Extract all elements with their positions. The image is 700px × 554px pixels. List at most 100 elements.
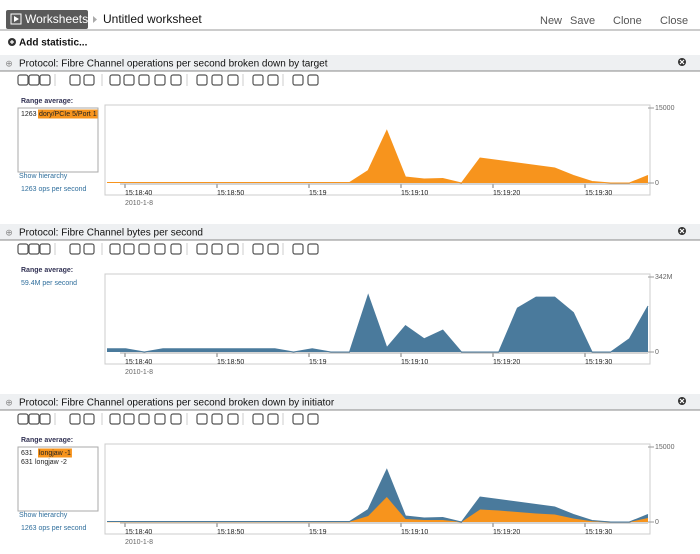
legend-name[interactable]: dory/PCIe 5/Port 1 [39, 111, 97, 118]
tool-icon[interactable] [154, 243, 166, 255]
area-fill [107, 497, 648, 522]
show-hierarchy[interactable]: Show hierarchy [19, 173, 68, 180]
tool-icon[interactable] [307, 413, 319, 425]
tool-icon[interactable] [123, 413, 135, 425]
tool-icon[interactable] [292, 413, 304, 425]
tool-icon[interactable] [138, 74, 150, 86]
tool-icon[interactable] [39, 243, 51, 255]
tool-icon[interactable] [211, 74, 223, 86]
legend-value: 631 [21, 450, 33, 457]
expand-icon[interactable]: ⊕ [5, 58, 13, 68]
tab-label[interactable]: Worksheets [25, 12, 88, 26]
show-hierarchy[interactable]: Show hierarchy [19, 512, 68, 519]
tool-icon[interactable] [196, 74, 208, 86]
tool-icon[interactable] [138, 413, 150, 425]
legend-name[interactable]: longjaw -1 [39, 450, 71, 457]
y-tick-label: 0 [655, 519, 659, 526]
x-date-label: 2010-1-8 [125, 539, 153, 546]
tool-icon[interactable] [154, 74, 166, 86]
worksheets-tab[interactable] [6, 10, 88, 29]
tool-icon[interactable] [69, 243, 81, 255]
panel-header [0, 55, 700, 71]
tool-icon[interactable] [227, 74, 239, 86]
tool-icon[interactable] [83, 74, 95, 86]
range-label: Range average: [21, 98, 73, 105]
tool-icon[interactable] [28, 243, 40, 255]
tool-icon[interactable] [39, 413, 51, 425]
x-tick-label: 15:18:50 [217, 529, 244, 536]
area-line [107, 293, 649, 353]
range-label: Range average: [21, 437, 73, 444]
legend-highlight [38, 109, 98, 119]
tool-icon[interactable] [252, 243, 264, 255]
tool-icon[interactable] [109, 413, 121, 425]
tool-icon[interactable] [28, 74, 40, 86]
legend-box [17, 107, 99, 173]
tool-icon[interactable] [267, 413, 279, 425]
legend-value: 631 [21, 459, 33, 466]
clone-button[interactable]: Clone [613, 15, 642, 27]
tool-icon[interactable] [196, 243, 208, 255]
tool-icon[interactable] [211, 243, 223, 255]
tool-icon[interactable] [83, 413, 95, 425]
tool-icon[interactable] [123, 74, 135, 86]
worksheet-title[interactable]: Untitled worksheet [103, 12, 202, 26]
tool-icon[interactable] [252, 74, 264, 86]
close-button[interactable]: Close [660, 15, 688, 27]
range-label: Range average: [21, 267, 73, 274]
x-tick-label: 15:19:20 [493, 359, 520, 366]
tool-icon[interactable] [170, 413, 182, 425]
area-fill [107, 130, 648, 183]
x-date-label: 2010-1-8 [125, 200, 153, 207]
x-tick-label: 15:19:30 [585, 359, 612, 366]
tool-icon[interactable] [307, 243, 319, 255]
x-tick-label: 15:18:40 [125, 359, 152, 366]
tool-icon[interactable] [292, 243, 304, 255]
tool-icon[interactable] [69, 74, 81, 86]
tool-icon[interactable] [17, 413, 29, 425]
area-fill [107, 469, 648, 522]
tool-icon[interactable] [154, 413, 166, 425]
area-line [107, 468, 649, 523]
tool-icon[interactable] [109, 243, 121, 255]
expand-icon[interactable]: ⊕ [5, 227, 13, 237]
tool-icon[interactable] [28, 413, 40, 425]
tool-icon[interactable] [69, 413, 81, 425]
tool-icon[interactable] [307, 74, 319, 86]
tool-icon[interactable] [196, 413, 208, 425]
tool-icon[interactable] [227, 413, 239, 425]
tool-icon[interactable] [39, 74, 51, 86]
x-tick-label: 15:19 [309, 190, 327, 197]
tool-icon[interactable] [170, 74, 182, 86]
tool-icon[interactable] [17, 243, 29, 255]
tool-icon[interactable] [170, 243, 182, 255]
tool-icon[interactable] [17, 74, 29, 86]
y-tick-label: 0 [655, 349, 659, 356]
x-tick-label: 15:18:50 [217, 359, 244, 366]
x-tick-label: 15:19:10 [401, 190, 428, 197]
tool-icon[interactable] [123, 243, 135, 255]
tool-icon[interactable] [267, 243, 279, 255]
legend-box [17, 446, 99, 512]
x-tick-label: 15:19:10 [401, 359, 428, 366]
x-tick-label: 15:18:40 [125, 529, 152, 536]
panel-close-x [679, 398, 685, 404]
tab-icon-arrow [14, 16, 19, 22]
tool-icon[interactable] [267, 74, 279, 86]
add-statistic[interactable]: Add statistic... [19, 38, 88, 49]
tab-icon [10, 13, 22, 25]
tool-icon[interactable] [252, 413, 264, 425]
legend-name[interactable]: longjaw -2 [35, 459, 67, 466]
tool-icon[interactable] [138, 243, 150, 255]
tool-icon[interactable] [109, 74, 121, 86]
tool-icon[interactable] [211, 413, 223, 425]
new-button[interactable]: New [540, 15, 562, 27]
tool-icon[interactable] [83, 243, 95, 255]
y-tick-label: 0 [655, 180, 659, 187]
tool-icon[interactable] [292, 74, 304, 86]
save-button[interactable]: Save [570, 15, 595, 27]
legend-value: 1263 [21, 111, 37, 118]
breadcrumb-arrow [93, 16, 97, 23]
tool-icon[interactable] [227, 243, 239, 255]
expand-icon[interactable]: ⊕ [5, 397, 13, 407]
